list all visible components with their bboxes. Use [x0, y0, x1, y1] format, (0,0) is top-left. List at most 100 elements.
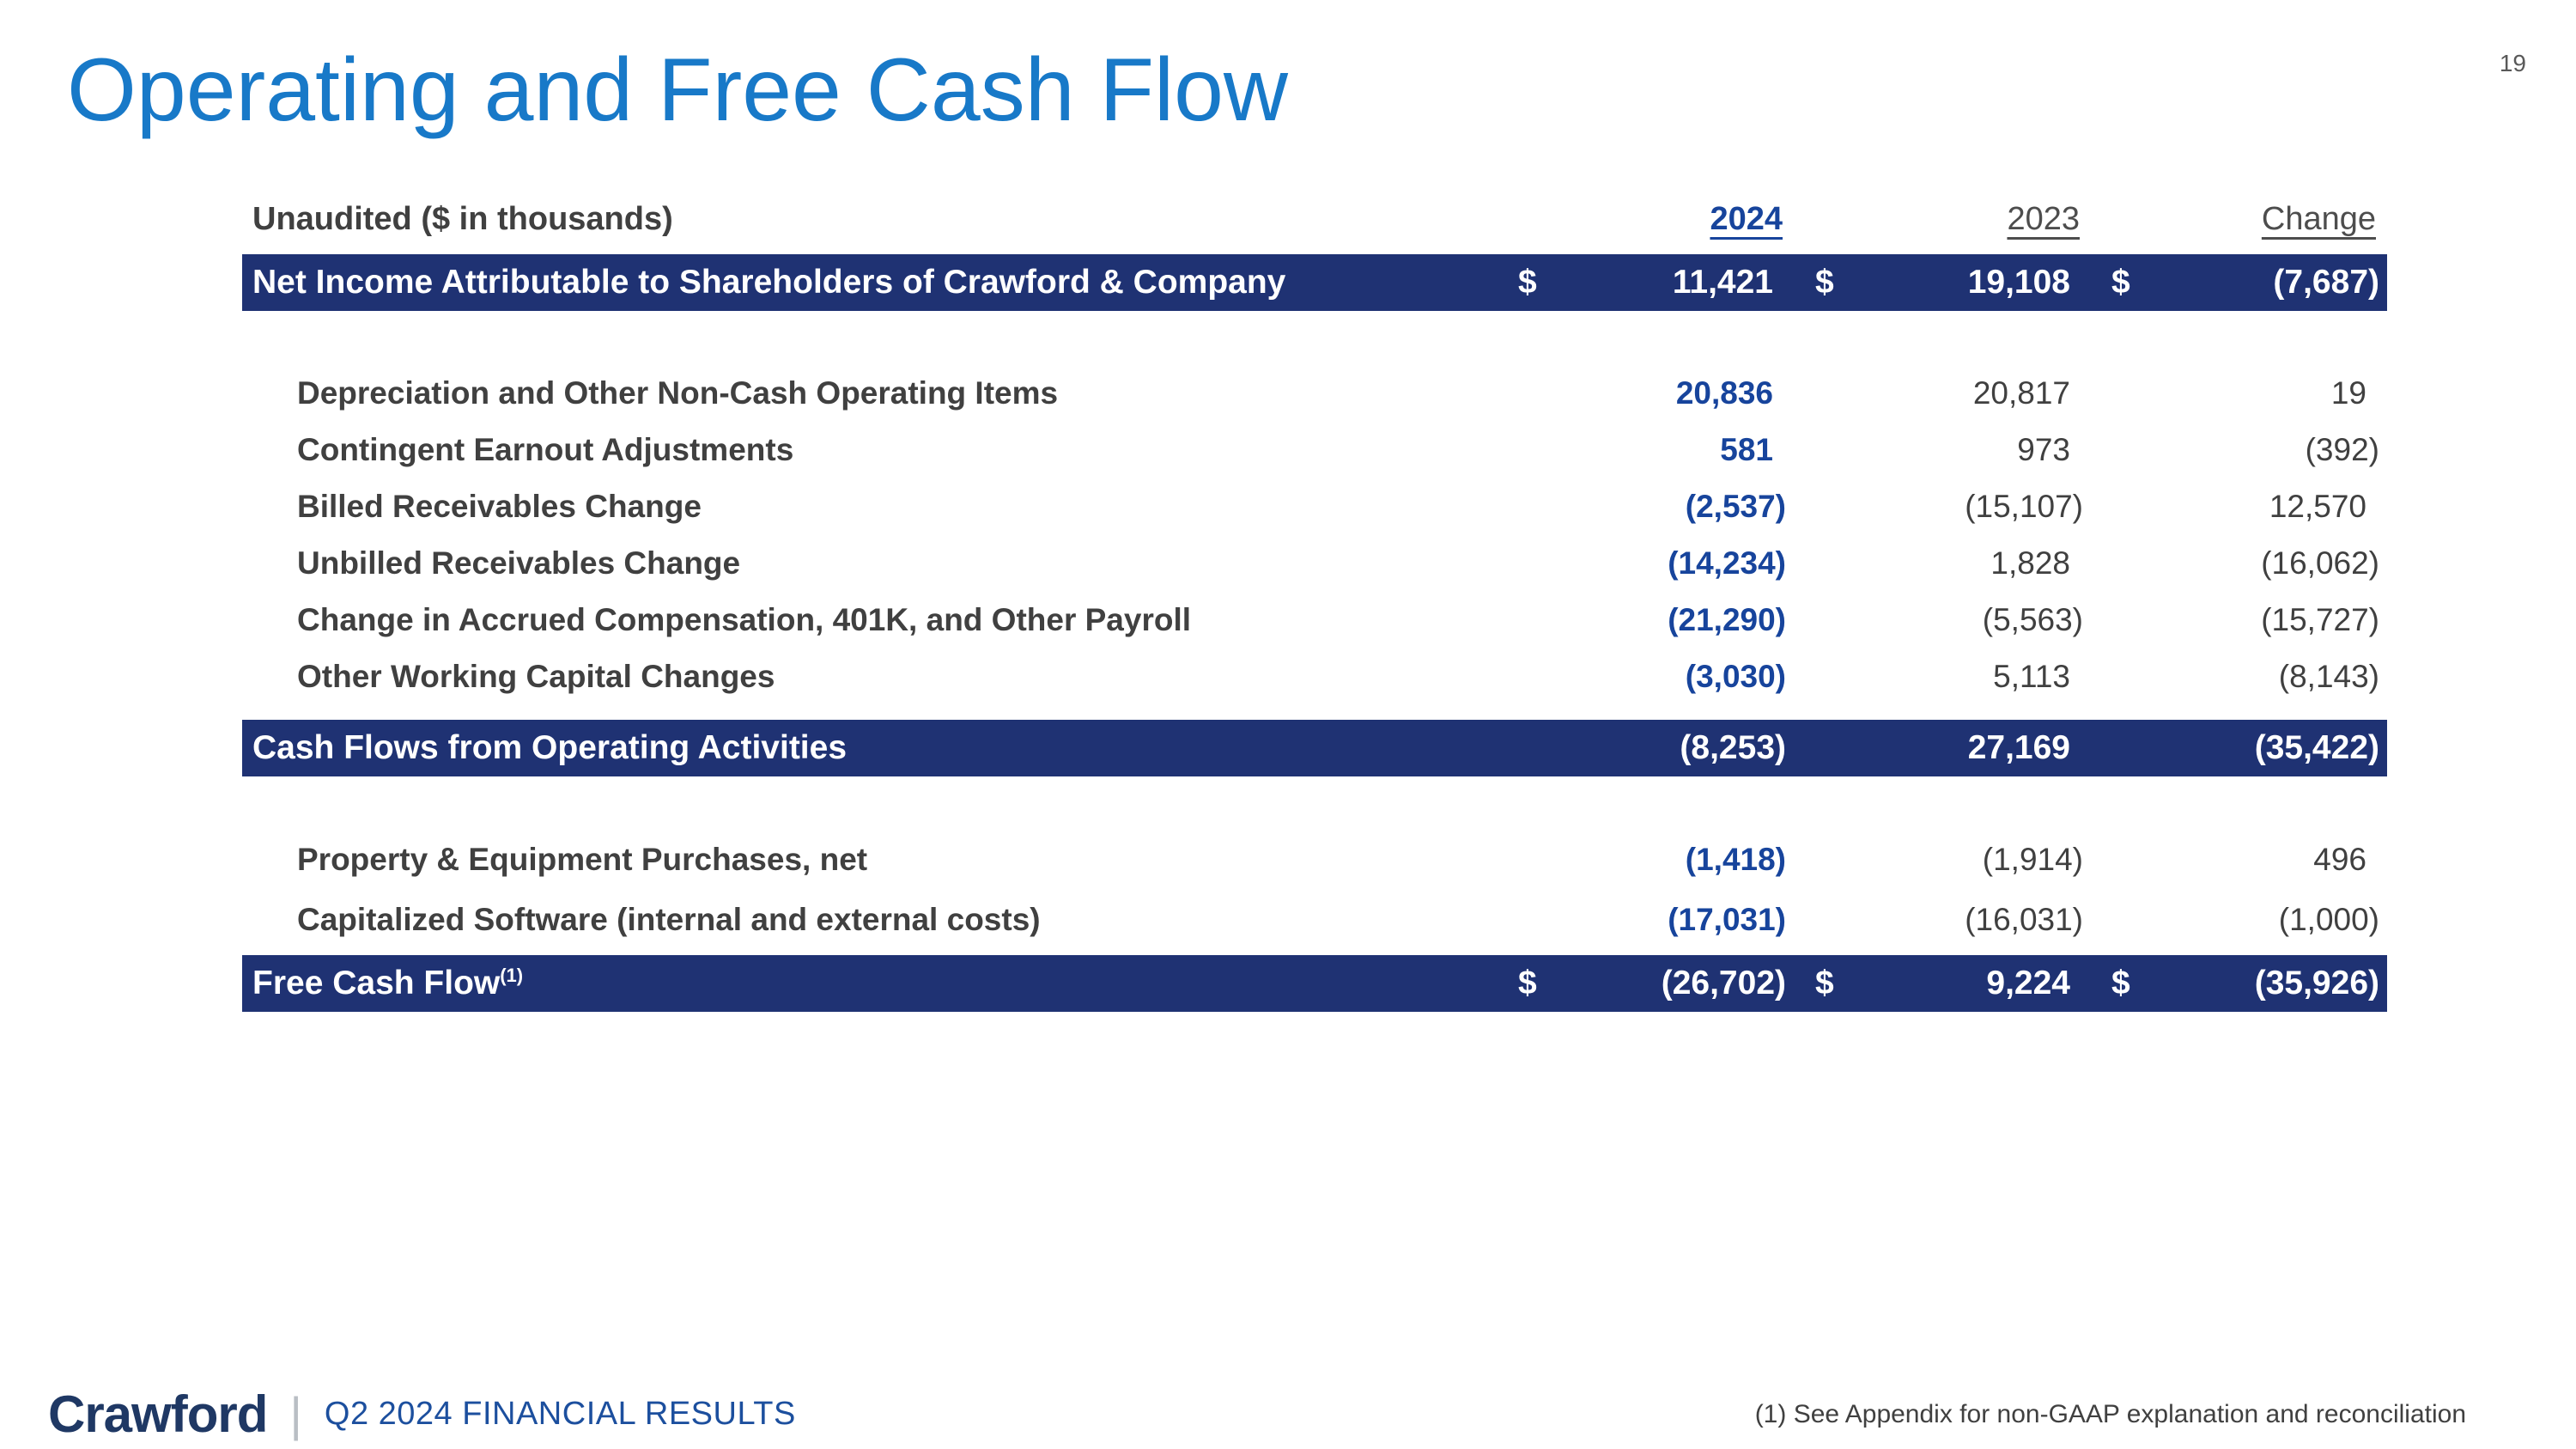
table-row-free-cash-flow: Free Cash Flow(1) $ (26,702) $ 9,224 $ (… [242, 955, 2387, 1012]
cell-change: (35,422) [2111, 720, 2379, 776]
value-2023: (15,107) [1965, 489, 2083, 524]
footer: Crawford | Q2 2024 FINANCIAL RESULTS [48, 1385, 796, 1444]
value-change: (7,687) [2273, 264, 2379, 301]
cell-2023: 1,828 [1815, 535, 2083, 592]
cell-2023: 27,169 [1815, 720, 2083, 776]
row-label-text: Free Cash Flow [252, 965, 501, 1002]
value-2024: 20,836 [1675, 375, 1773, 411]
value-change: (15,727) [2261, 602, 2379, 637]
dollar-sign: $ [1518, 965, 1537, 1002]
cell-2024: 581 [1518, 422, 1786, 478]
value-change: (35,926) [2254, 965, 2379, 1002]
value-2024: (21,290) [1668, 602, 1786, 637]
row-label: Other Working Capital Changes [297, 659, 775, 694]
value-2023: 19,108 [1967, 264, 2070, 301]
row-label: Unbilled Receivables Change [297, 545, 741, 581]
value-2024: (2,537) [1685, 489, 1786, 524]
cell-2024: $ (26,702) [1518, 955, 1786, 1012]
investing-section: Property & Equipment Purchases, net (1,4… [242, 830, 2387, 950]
value-change: (1,000) [2278, 902, 2379, 937]
cell-change: 496 [2111, 830, 2379, 890]
column-header-2023: 2023 [2007, 200, 2080, 237]
footnote-reference: (1) [500, 965, 524, 986]
cell-change: $ (7,687) [2111, 254, 2379, 311]
value-2023: (16,031) [1965, 902, 2083, 937]
value-change: 496 [2313, 842, 2366, 877]
value-change: (16,062) [2261, 545, 2379, 581]
cell-2024: 20,836 [1518, 365, 1786, 422]
cell-2024: (1,418) [1518, 830, 1786, 890]
value-2023: (1,914) [1982, 842, 2083, 877]
cell-change: (1,000) [2111, 890, 2379, 950]
value-2023: 27,169 [1967, 729, 2070, 766]
cell-2024: (2,537) [1518, 478, 1786, 535]
dollar-sign: $ [1815, 264, 1834, 301]
table-row: Depreciation and Other Non-Cash Operatin… [242, 365, 2387, 422]
page-number: 19 [2499, 50, 2526, 76]
cell-change: (8,143) [2111, 648, 2379, 705]
footer-divider: | [289, 1387, 302, 1441]
value-2024: (3,030) [1685, 659, 1786, 694]
value-2024: 581 [1720, 432, 1773, 467]
cell-2023: $ 9,224 [1815, 955, 2083, 1012]
cash-flow-table: Unaudited ($ in thousands) 2024 2023 Cha… [242, 194, 2387, 1012]
table-row-net-income: Net Income Attributable to Shareholders … [242, 254, 2387, 311]
cell-change: (15,727) [2111, 592, 2379, 648]
cell-2024: $ 11,421 [1518, 254, 1786, 311]
table-row-operating-total: Cash Flows from Operating Activities (8,… [242, 720, 2387, 776]
value-2024: 11,421 [1672, 264, 1773, 301]
value-change: (8,143) [2278, 659, 2379, 694]
adjustments-section: Depreciation and Other Non-Cash Operatin… [242, 365, 2387, 705]
table-row: Capitalized Software (internal and exter… [242, 890, 2387, 950]
table-caption: Unaudited ($ in thousands) [252, 200, 673, 237]
row-label: Net Income Attributable to Shareholders … [252, 264, 1286, 301]
header-cell-2024: 2024 [1518, 194, 1786, 244]
row-label: Property & Equipment Purchases, net [297, 842, 868, 877]
dollar-sign: $ [1815, 965, 1834, 1002]
column-header-change: Change [2261, 200, 2376, 237]
cell-2024: (21,290) [1518, 592, 1786, 648]
value-change: 12,570 [2269, 489, 2366, 524]
cell-2023: (16,031) [1815, 890, 2083, 950]
value-2024: (8,253) [1680, 729, 1786, 766]
row-label: Free Cash Flow(1) [242, 965, 1518, 1002]
cell-change: (16,062) [2111, 535, 2379, 592]
row-label: Change in Accrued Compensation, 401K, an… [297, 602, 1192, 637]
row-label: Cash Flows from Operating Activities [252, 729, 848, 766]
cell-2024: (8,253) [1518, 720, 1786, 776]
crawford-logo: Crawford [48, 1385, 268, 1443]
table-row: Property & Equipment Purchases, net (1,4… [242, 830, 2387, 890]
table-row: Contingent Earnout Adjustments 581 973 (… [242, 422, 2387, 478]
header-cell-2023: 2023 [1815, 194, 2083, 244]
value-2023: 9,224 [1986, 965, 2070, 1002]
cell-change: (392) [2111, 422, 2379, 478]
cell-2023: 5,113 [1815, 648, 2083, 705]
value-2024: (26,702) [1661, 965, 1786, 1002]
value-2023: 20,817 [1972, 375, 2070, 411]
row-label: Contingent Earnout Adjustments [297, 432, 794, 467]
cell-change: $ (35,926) [2111, 955, 2379, 1012]
table-row: Unbilled Receivables Change (14,234) 1,8… [242, 535, 2387, 592]
value-2024: (1,418) [1685, 842, 1786, 877]
cell-2023: 20,817 [1815, 365, 2083, 422]
row-label: Depreciation and Other Non-Cash Operatin… [297, 375, 1059, 411]
value-change: (35,422) [2254, 729, 2379, 766]
value-2023: 5,113 [1993, 659, 2070, 694]
value-2024: (17,031) [1668, 902, 1786, 937]
header-cell-change: Change [2111, 194, 2379, 244]
table-header-row: Unaudited ($ in thousands) 2024 2023 Cha… [242, 194, 2387, 244]
value-2024: (14,234) [1668, 545, 1786, 581]
cell-2024: (14,234) [1518, 535, 1786, 592]
row-label: Billed Receivables Change [297, 489, 702, 524]
cell-2024: (3,030) [1518, 648, 1786, 705]
value-change: 19 [2330, 375, 2366, 411]
dollar-sign: $ [2111, 965, 2130, 1002]
column-header-2024: 2024 [1710, 200, 1783, 237]
cell-2023: (1,914) [1815, 830, 2083, 890]
cell-2023: $ 19,108 [1815, 254, 2083, 311]
cell-2023: 973 [1815, 422, 2083, 478]
cell-change: 12,570 [2111, 478, 2379, 535]
value-2023: 1,828 [1990, 545, 2070, 581]
footnote-text: (1) See Appendix for non-GAAP explanatio… [1754, 1400, 2466, 1428]
